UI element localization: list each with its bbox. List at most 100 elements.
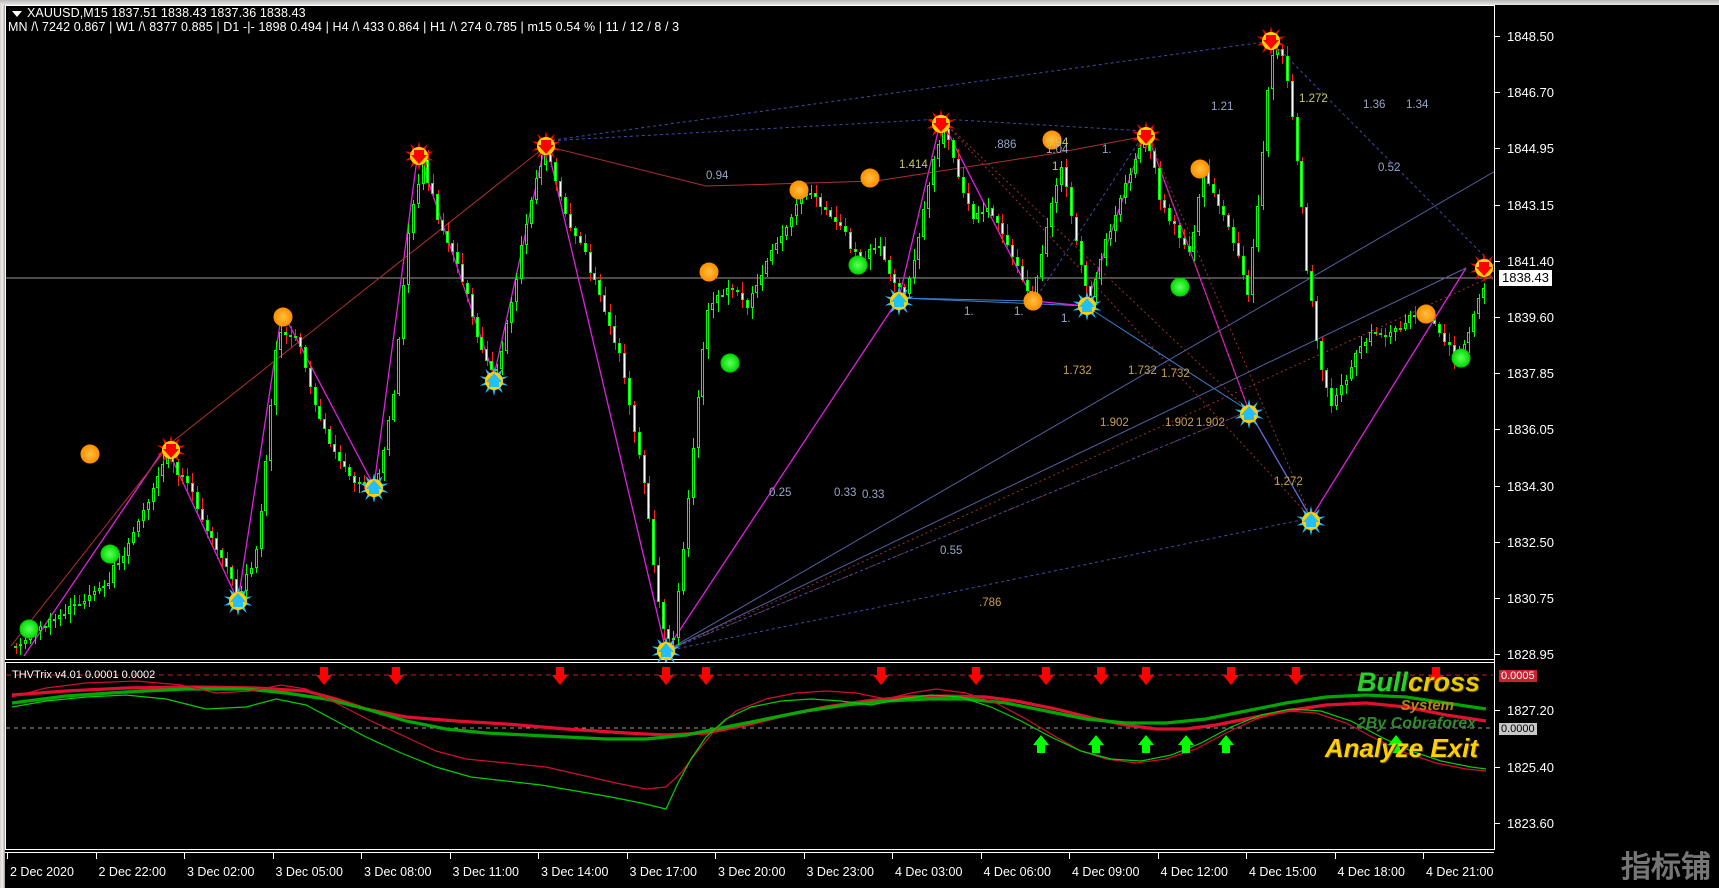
candle-body — [834, 216, 837, 222]
time-tick-mark — [1069, 853, 1070, 859]
fib-labels-layer: 1.21 1.272 1.36 1.34 1.04 .886 0.94 1. 0.94 1.414… — [6, 6, 1493, 659]
fib-ratio-label: 1. — [964, 306, 974, 318]
candle-body — [1325, 370, 1328, 389]
candle-body — [446, 231, 450, 243]
brand-author-text: 2By Cobraforex — [1356, 715, 1476, 732]
candle-wick — [15, 643, 17, 654]
candle-body — [711, 302, 715, 310]
fib-ratio-label: 0.52 — [1378, 162, 1401, 174]
candle-wick — [732, 284, 734, 298]
candle-body — [1393, 327, 1397, 332]
candle-body — [681, 548, 685, 591]
time-tick-label: 4 Dec 03:00 — [895, 865, 963, 879]
candle-body — [1226, 214, 1230, 228]
candle-body — [740, 292, 744, 300]
candle-body — [1064, 167, 1068, 187]
time-tick-mark — [1334, 853, 1336, 859]
candle-body — [1305, 207, 1309, 272]
candle-body — [225, 557, 229, 567]
brand-bull-text: Bull — [1356, 667, 1408, 697]
triangle-down-icon[interactable] — [12, 10, 22, 17]
candle-body — [873, 248, 877, 251]
candle-body — [667, 629, 670, 639]
candle-body — [1192, 231, 1196, 252]
candle-body — [509, 302, 513, 324]
candle-body — [480, 337, 484, 350]
candle-body — [112, 565, 116, 583]
candle-body — [185, 475, 189, 484]
candle-body — [313, 386, 317, 406]
candle-wick — [221, 547, 223, 569]
candle-body — [868, 248, 872, 260]
candle-body — [416, 184, 420, 205]
candle-body — [1472, 314, 1476, 332]
time-tick-label: 3 Dec 08:00 — [364, 865, 432, 879]
price-axis[interactable]: 1848.50 1846.70 1844.95 1843.15 1841.40 1839.… — [1494, 5, 1719, 850]
time-tick-mark — [803, 853, 805, 859]
candle-body — [745, 299, 749, 309]
candle-body — [289, 334, 292, 337]
candle-body — [883, 246, 887, 260]
candle-body — [308, 368, 312, 387]
time-tick-mark — [184, 853, 185, 859]
candle-body — [991, 207, 995, 216]
candle-body — [1477, 297, 1481, 315]
candle-body — [1153, 151, 1157, 168]
candle-wick — [118, 553, 120, 571]
candle-wick — [1405, 314, 1406, 331]
time-tick-mark — [538, 853, 539, 859]
candle-body — [573, 228, 577, 237]
candle-body — [53, 618, 57, 621]
candle-body — [1099, 258, 1103, 280]
candle-body — [966, 193, 970, 205]
candle-body — [853, 249, 857, 253]
time-tick-label: 2 Dec 2020 — [10, 865, 74, 879]
candle-body — [392, 393, 396, 421]
candle-body — [328, 429, 332, 445]
candle-wick — [359, 476, 361, 494]
candle-body — [838, 221, 842, 227]
time-tick-mark — [1157, 853, 1159, 859]
pattern-markers-layer — [6, 6, 1499, 666]
candle-body — [1079, 240, 1083, 265]
candle-wick — [1375, 327, 1377, 336]
candle-body — [1025, 279, 1029, 291]
thvtrix-drawings — [6, 674, 1493, 810]
candle-body — [1383, 335, 1387, 338]
candle-body — [441, 219, 445, 232]
time-axis[interactable]: 2 Dec 2020 2 Dec 22:00 3 Dec 02:00 3 Dec 05… — [5, 852, 1494, 888]
candle-body — [475, 317, 479, 337]
candle-body — [848, 232, 852, 250]
candle-body — [274, 350, 278, 406]
candle-body — [1413, 314, 1417, 318]
time-tick-mark — [361, 853, 362, 859]
candle-body — [730, 287, 734, 291]
price-chart-panel[interactable]: 1.21 1.272 1.36 1.34 1.04 .886 0.94 1. 0.94 1.414… — [5, 5, 1505, 666]
candle-body — [38, 626, 42, 631]
window-left-border — [0, 0, 5, 888]
candle-wick — [295, 329, 297, 341]
candle-body — [259, 511, 263, 549]
multi-timeframe-stats: MN /\ 7242 0.867 | W1 /\ 8377 0.885 | D1… — [8, 20, 680, 34]
candle-body — [1010, 244, 1014, 257]
candle-body — [352, 476, 356, 484]
candle-body — [976, 213, 980, 219]
candle-body — [431, 182, 435, 194]
candle-body — [1177, 224, 1181, 238]
candlestick-series — [6, 6, 1493, 659]
candle-body — [1138, 147, 1142, 159]
candle-body — [608, 311, 612, 326]
time-tick-mark — [272, 853, 274, 859]
candle-body — [122, 555, 125, 564]
thvtrix-indicator-panel[interactable]: THVTrix v4.01 0.0001 0.0002 Bullcross Sy… — [5, 662, 1494, 850]
candle-body — [215, 538, 219, 550]
candle-body — [598, 279, 602, 296]
candle-body — [1482, 288, 1486, 298]
candle-body — [264, 461, 268, 511]
candle-body — [701, 348, 705, 397]
time-tick-label: 4 Dec 06:00 — [983, 865, 1051, 879]
candle-body — [662, 601, 666, 630]
thvtrix-name-label: THVTrix v4.01 0.0001 0.0002 — [12, 669, 156, 681]
candle-body — [406, 233, 410, 285]
candle-body — [1334, 395, 1338, 407]
